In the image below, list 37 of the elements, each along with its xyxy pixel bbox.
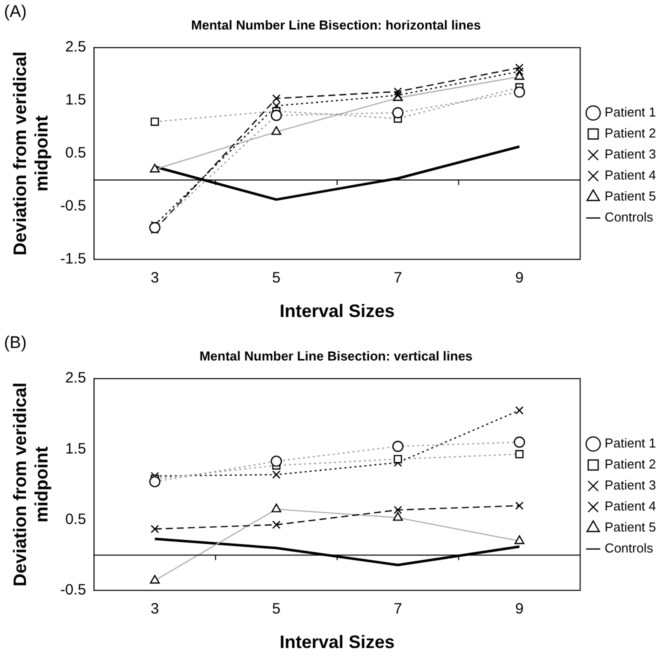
x-tick-label: 7 xyxy=(394,600,402,618)
y-tick-label: 2.5 xyxy=(65,370,86,387)
y-tick-label: -0.5 xyxy=(60,582,86,599)
x-tick-label: 3 xyxy=(150,270,159,287)
legend-label: Patient 2 xyxy=(604,126,656,141)
x-tick-label: 9 xyxy=(515,270,524,287)
y-tick-label: 1.5 xyxy=(65,92,86,109)
legend-label: Patient 3 xyxy=(604,478,656,493)
y-axis-title: Deviation from veridical midpoint xyxy=(10,51,52,256)
legend-label: Controls xyxy=(604,540,654,556)
legend-label: Patient 2 xyxy=(604,456,656,472)
legend-label: Controls xyxy=(604,210,654,225)
legend-label: Patient 5 xyxy=(604,520,656,535)
x-tick-label: 5 xyxy=(272,600,281,618)
x-tick-label: 7 xyxy=(394,270,402,287)
x-tick-label: 9 xyxy=(515,600,524,618)
x-axis-title: Interval Sizes xyxy=(280,632,395,652)
y-tick-label: -1.5 xyxy=(60,250,86,268)
x-tick-label: 3 xyxy=(150,600,159,618)
legend-label: Patient 4 xyxy=(604,168,656,183)
y-tick-label: 0.5 xyxy=(65,144,86,162)
chart-title: Mental Number Line Bisection: horizontal lines xyxy=(191,17,481,32)
text: (A) xyxy=(4,2,27,22)
y-tick-label: 1.5 xyxy=(65,440,86,458)
y-tick-label: 0.5 xyxy=(65,510,86,528)
text: (B) xyxy=(4,333,27,352)
y-axis-title: Deviation from veridical midpoint xyxy=(10,382,52,587)
chart-title: Mental Number Line Bisection: vertical lines xyxy=(199,348,473,364)
legend-label: Patient 1 xyxy=(604,436,656,451)
legend-label: Patient 3 xyxy=(604,146,656,162)
legend-label: Patient 1 xyxy=(604,104,656,120)
legend-label: Patient 5 xyxy=(604,188,656,204)
y-tick-label: 2.5 xyxy=(65,38,86,56)
y-tick-label: -0.5 xyxy=(60,198,86,215)
x-tick-label: 5 xyxy=(272,270,281,287)
legend-label: Patient 4 xyxy=(604,498,656,514)
x-axis-title: Interval Sizes xyxy=(280,301,395,322)
